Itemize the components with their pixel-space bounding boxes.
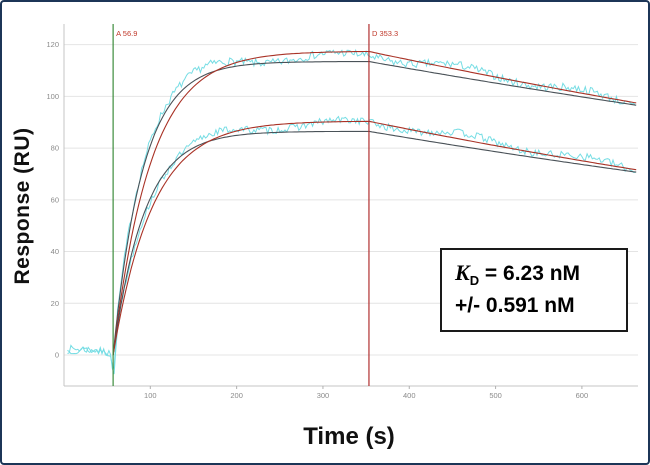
y-tick-label: 80 [51,144,59,153]
y-tick-label: 100 [46,92,59,101]
y-tick-label: 0 [55,350,59,359]
x-tick-label: 300 [317,391,330,400]
y-axis-label: Response (RU) [11,127,34,285]
low-concentration-trace-fit-red [112,120,637,356]
x-tick-label: 600 [576,391,589,400]
y-tick-label: 120 [46,40,59,49]
high-concentration-trace-raw [67,48,636,370]
kd-value-line: KD = 6.23 nM [455,257,616,291]
kd-symbol: K [455,260,470,285]
x-tick-label: 400 [403,391,416,400]
x-tick-label: 100 [144,391,157,400]
kd-subscript: D [469,273,480,289]
y-tick-label: 20 [51,299,59,308]
x-tick-label: 200 [230,391,243,400]
x-tick-label: 500 [489,391,502,400]
kd-value: = 6.23 nM [479,262,581,285]
y-tick-label: 40 [51,247,59,256]
high-concentration-trace-fit-red [112,50,637,356]
event-label-association: A 56.9 [116,29,137,38]
low-concentration-trace-fit-dark [112,130,637,356]
high-concentration-trace-fit-dark [112,61,637,356]
x-axis-label: Time (s) [303,423,395,450]
event-label-dissociation: D 353.3 [372,29,398,38]
kd-annotation: KD = 6.23 nM +/- 0.591 nM [440,248,628,333]
kd-error-line: +/- 0.591 nM [455,294,575,318]
y-tick-label: 60 [51,195,59,204]
